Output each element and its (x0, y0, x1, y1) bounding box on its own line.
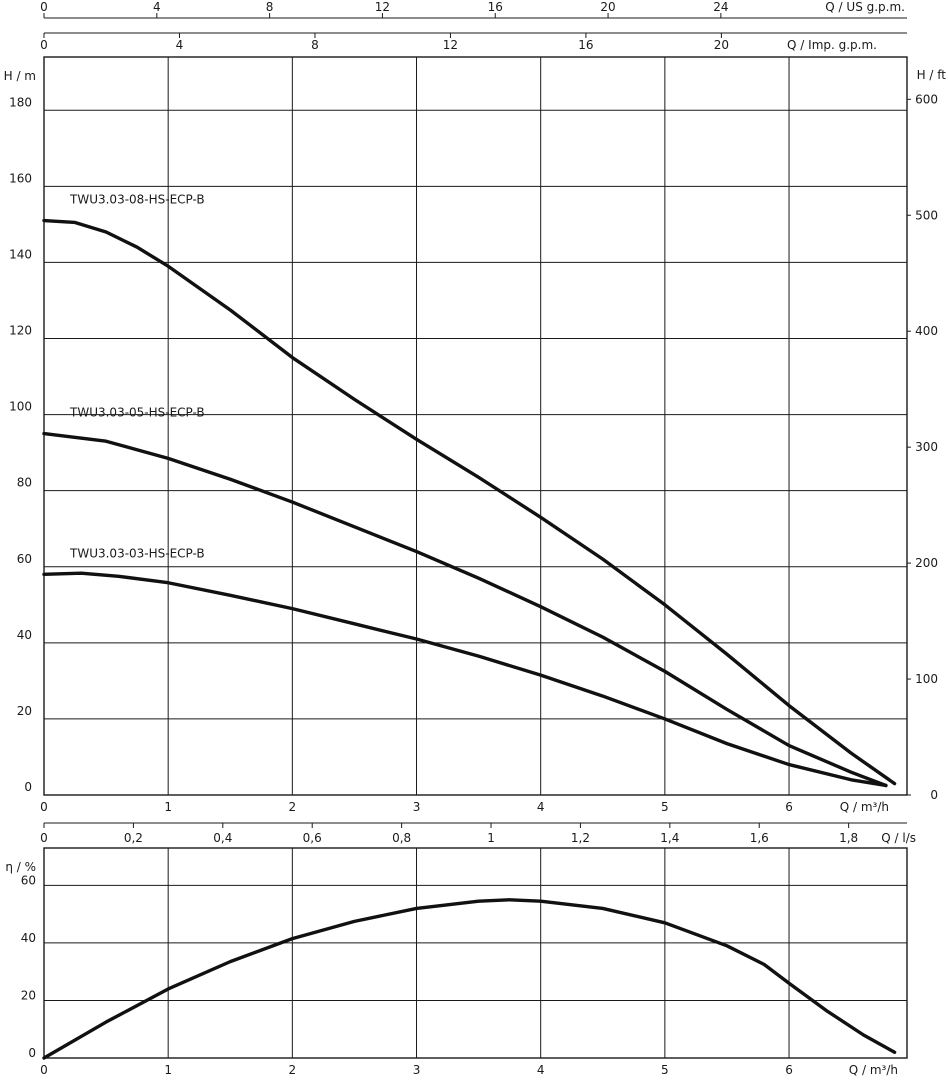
ls-axis-tick-label: 0,6 (303, 831, 322, 845)
grid-layer (44, 57, 907, 1058)
ls-axis-tick-label: 1,2 (571, 831, 590, 845)
top-axis-imp-tick-label: 8 (311, 38, 319, 52)
main-x-tick-label: 4 (537, 800, 545, 814)
main-y-tick-label: 160 (9, 171, 32, 185)
eff-y-tick-label: 20 (21, 988, 36, 1002)
top-axis-us-tick-label: 20 (600, 0, 615, 14)
axes-layer (43, 13, 911, 828)
main-x-tick-label: 3 (413, 800, 421, 814)
labels-layer: 0 4 8 12 16 20 24 Q / US g.p.m.0 4 8 12 16 20 Q / Imp… (4, 0, 947, 1077)
eff-y-tick-label: 60 (21, 873, 36, 887)
series-label-twu3-03-08-hs-ecp-b: TWU3.03-08-HS-ECP-B (69, 193, 205, 207)
top-axis-imp-tick-label: 12 (443, 38, 458, 52)
main-x-tick-label: 5 (661, 800, 669, 814)
ls-axis-tick-label: 0,4 (213, 831, 232, 845)
ls-axis-tick-label: 1,8 (839, 831, 858, 845)
main-x-tick-label: 1 (164, 800, 172, 814)
main-y-tick-label: 40 (17, 628, 32, 642)
top-axis-us-tick-label: 8 (266, 0, 274, 14)
eff-plot-frame (43, 847, 908, 1059)
curve-twu3-03-03-hs-ecp-b (42, 571, 888, 788)
right-axis-ft-tick-label: 0 (930, 788, 938, 802)
eff-x-tick-label: 3 (413, 1063, 421, 1077)
eff-x-axis-label: Q / m³/h (849, 1063, 898, 1077)
top-axis-us-tick-label: 4 (153, 0, 161, 14)
series-label-twu3-03-05-hs-ecp-b: TWU3.03-05-HS-ECP-B (69, 406, 205, 420)
top-axis-imp-tick-label: 4 (176, 38, 184, 52)
main-y-tick-label: 80 (17, 476, 32, 490)
frames-layer (43, 56, 908, 1059)
main-y-tick-label: 0 (24, 780, 32, 794)
curve-twu3-03-08-hs-ecp-b (42, 218, 897, 786)
right-axis-ft-tick-label: 100 (915, 672, 938, 686)
eff-y-tick-label: 40 (21, 931, 36, 945)
ls-axis-tick-label: 0,8 (392, 831, 411, 845)
right-axis-ft-tick-label: 500 (915, 208, 938, 222)
eff-x-tick-label: 4 (537, 1063, 545, 1077)
right-axis-ft-tick-label: 600 (915, 92, 938, 106)
right-axis-ft-tick-label: 200 (915, 556, 938, 570)
top-axis-imp-tick-label: 20 (714, 38, 729, 52)
top-axis-us-tick-label: 24 (713, 0, 728, 14)
series-label-twu3-03-03-hs-ecp-b: TWU3.03-03-HS-ECP-B (69, 546, 205, 560)
eff-y-axis-label: η / % (5, 860, 36, 874)
ls-axis-tick-label: 1,6 (750, 831, 769, 845)
main-plot-frame (43, 56, 908, 796)
ls-axis-tick-label: 1 (487, 831, 495, 845)
eff-x-tick-label: 1 (164, 1063, 172, 1077)
ls-axis-tick-label: 0,2 (124, 831, 143, 845)
main-y-tick-label: 180 (9, 95, 32, 109)
main-x-tick-label: 0 (40, 800, 48, 814)
eff-x-tick-label: 0 (40, 1063, 48, 1077)
ls-axis-tick-label: 0 (40, 831, 48, 845)
top-axis-imp-tick-label: 0 (40, 38, 48, 52)
main-y-tick-label: 60 (17, 552, 32, 566)
top-axis-us-tick-label: 16 (488, 0, 503, 14)
main-y-axis-label: H / m (4, 69, 36, 83)
main-y-tick-label: 100 (9, 400, 32, 414)
top-axis-imp-tick-label: 16 (578, 38, 593, 52)
main-y-tick-label: 120 (9, 324, 32, 338)
main-x-tick-label: 6 (785, 800, 793, 814)
ls-axis-tick-label: 1,4 (660, 831, 679, 845)
ls-axis-label: Q / l/s (881, 831, 916, 845)
right-axis-ft-tick-label: 400 (915, 324, 938, 338)
right-axis-ft-label: H / ft (917, 68, 947, 82)
main-x-tick-label: 2 (289, 800, 297, 814)
eff-x-tick-label: 6 (785, 1063, 793, 1077)
curve-twu3-03-05-hs-ecp-b (42, 431, 888, 788)
eff-x-tick-label: 5 (661, 1063, 669, 1077)
eff-x-tick-label: 2 (289, 1063, 297, 1077)
top-axis-us-tick-label: 0 (40, 0, 48, 14)
top-axis-imp-label: Q / Imp. g.p.m. (787, 38, 877, 52)
right-axis-ft-tick-label: 300 (915, 440, 938, 454)
main-y-tick-label: 20 (17, 704, 32, 718)
top-axis-us-label: Q / US g.p.m. (825, 0, 905, 14)
efficiency-curve (42, 898, 897, 1060)
top-axis-us-tick-label: 12 (375, 0, 390, 14)
main-y-tick-label: 140 (9, 247, 32, 261)
eff-y-tick-label: 0 (28, 1046, 36, 1060)
main-x-axis-label: Q / m³/h (840, 800, 889, 814)
series-layer (42, 218, 897, 1060)
